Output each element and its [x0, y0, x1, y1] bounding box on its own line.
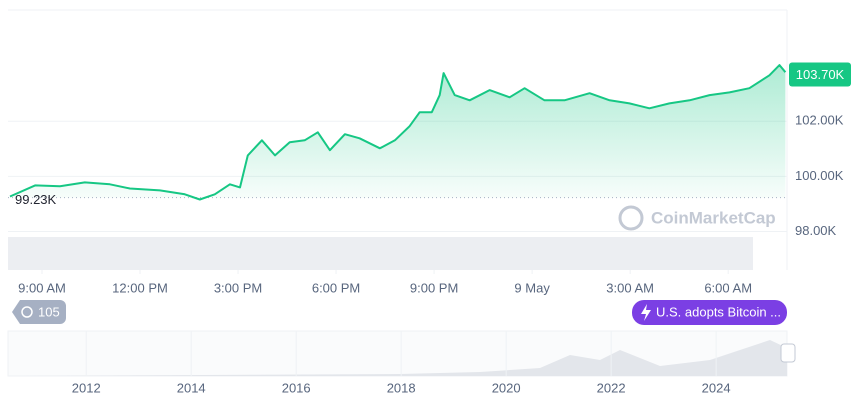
y-tick-label: 102.00K [795, 113, 844, 128]
navigator-tick-label: 2024 [702, 380, 731, 395]
watermark: CoinMarketCap [618, 205, 776, 231]
event-badge[interactable]: U.S. adopts Bitcoin ... [632, 300, 787, 325]
navigator-handle[interactable] [780, 343, 796, 363]
x-tick-label: 3:00 AM [606, 280, 654, 295]
price-line [9, 64, 787, 201]
area [9, 65, 786, 200]
volume-band [8, 237, 753, 270]
navigator-tick-label: 2018 [387, 380, 416, 395]
navigator-tick-label: 2014 [177, 380, 206, 395]
x-tick-label: 9 May [514, 280, 550, 295]
x-tick-label: 3:00 PM [214, 280, 262, 295]
x-tick-label: 6:00 AM [704, 280, 752, 295]
x-tick-label: 9:00 PM [410, 280, 458, 295]
watermark-text: CoinMarketCap [651, 208, 776, 227]
y-tick-label: 100.00K [795, 168, 844, 183]
navigator-history [8, 340, 787, 376]
event-count-badge[interactable]: 105 [12, 300, 66, 324]
last-price-label: 103.70K [796, 67, 845, 82]
navigator-tick-label: 2022 [597, 380, 626, 395]
navigator-tick-label: 2012 [72, 380, 101, 395]
y-tick-label: 98.00K [795, 223, 837, 238]
navigator-tick-label: 2016 [282, 380, 311, 395]
event-count: 105 [38, 304, 60, 319]
last-price-tag [789, 62, 851, 87]
x-tick-label: 6:00 PM [312, 280, 360, 295]
x-tick-label: 9:00 AM [18, 280, 66, 295]
event-label: U.S. adopts Bitcoin ... [656, 304, 781, 319]
navigator-tick-label: 2020 [492, 380, 521, 395]
x-tick-label: 12:00 PM [112, 280, 168, 295]
baseline-label: 99.23K [15, 192, 57, 207]
